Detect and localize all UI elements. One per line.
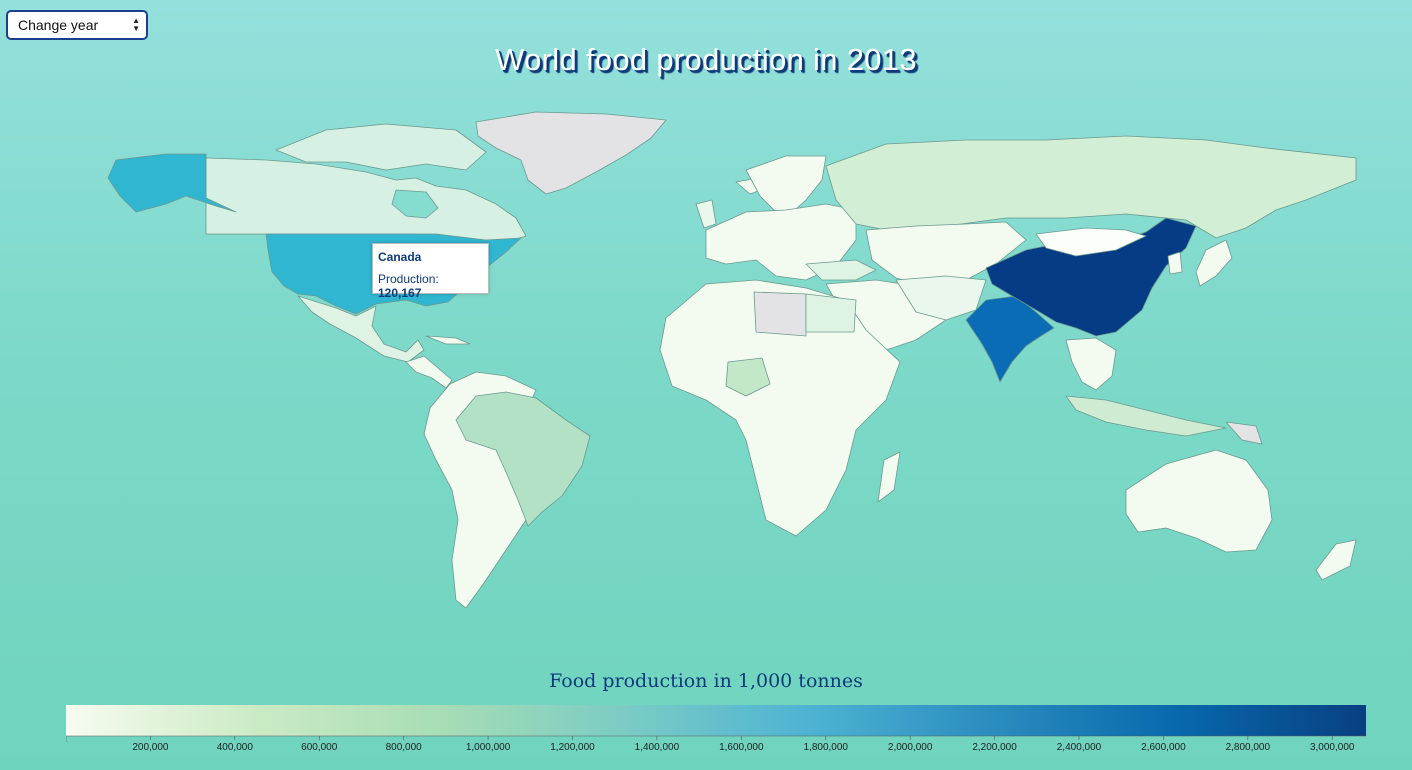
- country-cuba[interactable]: [425, 335, 471, 345]
- legend-tick-label: 2,400,000: [1057, 742, 1102, 753]
- country-canada[interactable]: [205, 157, 527, 245]
- country-madagascar[interactable]: [877, 451, 901, 503]
- legend-tick-label: 1,000,000: [466, 742, 511, 753]
- year-select[interactable]: Change year ▲ ▼: [6, 10, 148, 40]
- country-australia[interactable]: [1125, 449, 1273, 553]
- country-turkey[interactable]: [805, 259, 877, 281]
- country-indonesia[interactable]: [1065, 395, 1227, 437]
- legend-color-bar: [66, 705, 1366, 736]
- tooltip-label: Production:: [378, 272, 439, 286]
- tooltip-country: Canada: [378, 250, 422, 264]
- tooltip-value: 120,167: [378, 286, 422, 300]
- legend-tick-label: 1,200,000: [550, 742, 595, 753]
- legend-tick-label: 1,400,000: [635, 742, 680, 753]
- country-mexico[interactable]: [297, 295, 425, 363]
- legend-tick-label: 200,000: [132, 742, 169, 753]
- legend-tick-label: 1,800,000: [803, 742, 848, 753]
- legend-tick-label: 2,600,000: [1141, 742, 1186, 753]
- region-scandinavia[interactable]: [745, 155, 827, 217]
- tooltip: Canada Production: 120,167: [372, 243, 489, 300]
- legend-tick-label: 1,600,000: [719, 742, 764, 753]
- select-arrows-icon: ▲ ▼: [132, 16, 140, 33]
- country-korea[interactable]: [1167, 251, 1183, 275]
- legend-tick-label: 2,000,000: [888, 742, 933, 753]
- legend-tick-label: 400,000: [217, 742, 254, 753]
- country-greenland[interactable]: [475, 111, 667, 195]
- page-title: World food production in 2013: [495, 42, 917, 77]
- country-brazil[interactable]: [455, 391, 591, 527]
- country-papua-new-guinea[interactable]: [1225, 421, 1263, 445]
- legend-tick-label: 2,800,000: [1226, 742, 1271, 753]
- country-india[interactable]: [965, 295, 1055, 383]
- country-usa-alaska[interactable]: [107, 153, 237, 213]
- legend-title: Food production in 1,000 tonnes: [549, 670, 863, 692]
- legend: 200,000 400,000 600,000 800,000 1,000,000 1,2…: [66, 705, 1366, 753]
- legend-tick-label: 800,000: [386, 742, 423, 753]
- tooltip-row: Production: 120,167: [378, 272, 483, 300]
- region-africa[interactable]: [659, 279, 901, 537]
- hudson-bay: [391, 189, 439, 219]
- country-mongolia[interactable]: [1035, 227, 1147, 257]
- country-canada-islands[interactable]: [275, 123, 487, 171]
- country-libya[interactable]: [753, 291, 807, 337]
- country-japan[interactable]: [1195, 239, 1233, 287]
- country-nigeria[interactable]: [725, 357, 771, 397]
- world-map: [107, 111, 1357, 609]
- country-egypt[interactable]: [805, 293, 857, 333]
- country-uk[interactable]: [695, 199, 717, 229]
- legend-tick-label: 600,000: [301, 742, 338, 753]
- year-select-label: Change year: [18, 17, 99, 33]
- legend-tick-label: 2,200,000: [972, 742, 1017, 753]
- country-russia[interactable]: [825, 135, 1357, 239]
- region-central-america[interactable]: [405, 355, 453, 389]
- country-new-zealand[interactable]: [1315, 539, 1357, 581]
- legend-tick-label: 3,000,000: [1310, 742, 1355, 753]
- region-southeast-asia[interactable]: [1065, 337, 1117, 391]
